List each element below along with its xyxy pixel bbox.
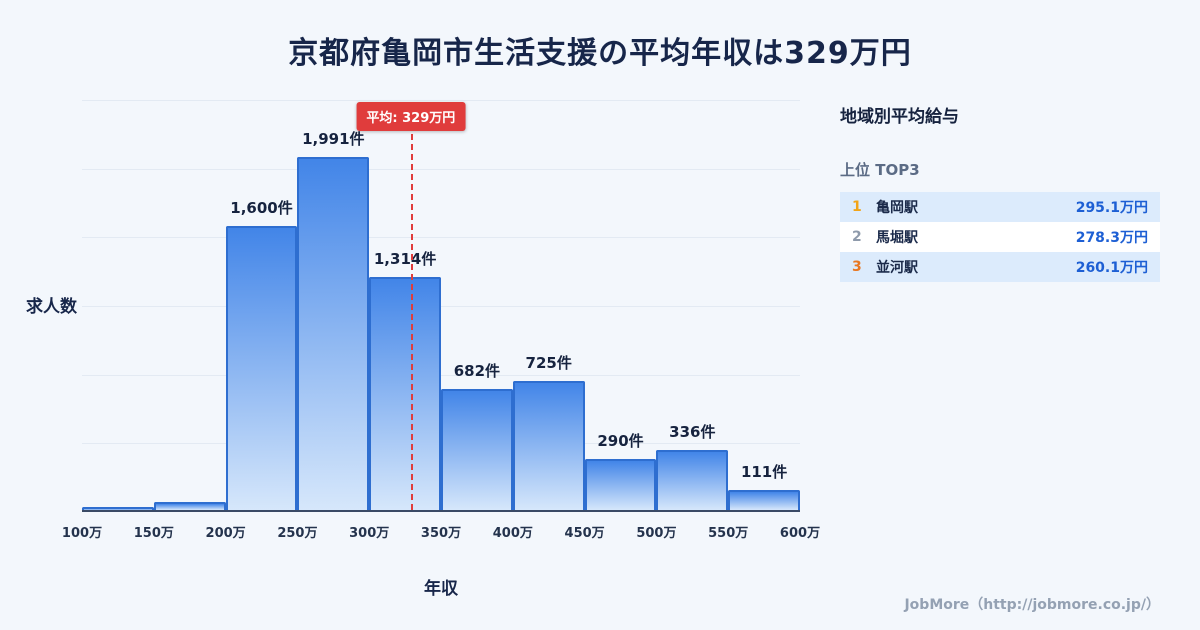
x-tick-label: 500万 [636,526,677,541]
x-tick-label: 300万 [349,526,390,541]
page-title: 京都府亀岡市生活支援の平均年収は329万円 [288,36,912,71]
gridline [82,306,800,307]
x-tick-label: 600万 [779,526,821,541]
average-line [410,134,413,510]
x-tick-label: 450万 [564,526,605,541]
region-salary-panel: 地域別平均給与 上位 TOP3 1 亀岡駅 295.1万円 2 馬堀駅 278.3万円 3 並… [840,102,1160,282]
x-tick-label: 400万 [492,526,533,541]
y-axis-label: 求人数 [26,297,77,317]
bar-350万-400万 [441,389,513,510]
bar-500万-550万 [656,450,729,510]
bar-value-label: 1,314件 [373,250,437,268]
bar-value-label: 682件 [453,362,501,380]
station-name: 馬堀駅 [876,230,918,246]
bar-value-label: 1,991件 [302,130,365,148]
bar-value-label: 336件 [669,423,716,441]
gridline [82,169,800,170]
x-tick-label: 150万 [133,526,174,541]
station-salary: 295.1万円 [1075,200,1148,216]
bar-400万-450万 [512,381,585,510]
x-tick-label: 350万 [420,526,462,541]
station-salary: 278.3万円 [1075,230,1148,246]
bar-200万-250万 [225,226,298,510]
bar-150万-200万 [153,502,226,510]
gridline [82,100,800,101]
bar-value-label: 290件 [597,432,644,450]
bar-value-label: 111件 [740,463,788,481]
station-salary: 260.1万円 [1075,260,1148,276]
x-axis-ticks: 100万 150万 200万 250万 300万 350万 400万 450万 500万 550万… [62,518,820,542]
station-name: 並河駅 [876,260,918,276]
x-axis-label: 年収 [424,579,458,599]
bar-450万-500万 [584,459,657,510]
x-tick-label: 100万 [61,526,103,541]
ranking-row: 3 並河駅 260.1万円 [840,252,1160,282]
rank-number: 3 [852,259,862,275]
x-tick-label: 200万 [205,526,246,541]
average-label: 平均: 329万円 [356,102,466,131]
rank-number: 2 [852,229,862,245]
bar-value-label: 1,600件 [230,199,293,217]
panel-subheading: 上位 TOP3 [840,161,920,179]
histogram-plot-area: 1,600件 1,991件 1,314件 682件 725件 290件 336件 111件 平均… [82,100,800,512]
bar-100万-150万 [82,507,154,510]
ranking-row: 2 馬堀駅 278.3万円 [840,222,1160,252]
bar-300万-350万 [369,277,441,510]
x-tick-label: 250万 [277,526,318,541]
footer-credit: JobMore（http://jobmore.co.jp/） [904,597,1160,613]
gridline [82,237,800,238]
x-tick-label: 550万 [708,526,749,541]
ranking-row: 1 亀岡駅 295.1万円 [840,192,1160,222]
rank-number: 1 [852,199,862,215]
bar-550万-600万 [728,490,800,510]
ranking-list: 1 亀岡駅 295.1万円 2 馬堀駅 278.3万円 3 並河駅 260.1万円 [840,192,1160,282]
panel-heading: 地域別平均給与 [840,107,959,127]
gridline [82,375,800,376]
bar-250万-300万 [297,157,370,510]
bar-value-label: 725件 [525,354,572,372]
station-name: 亀岡駅 [876,200,918,216]
